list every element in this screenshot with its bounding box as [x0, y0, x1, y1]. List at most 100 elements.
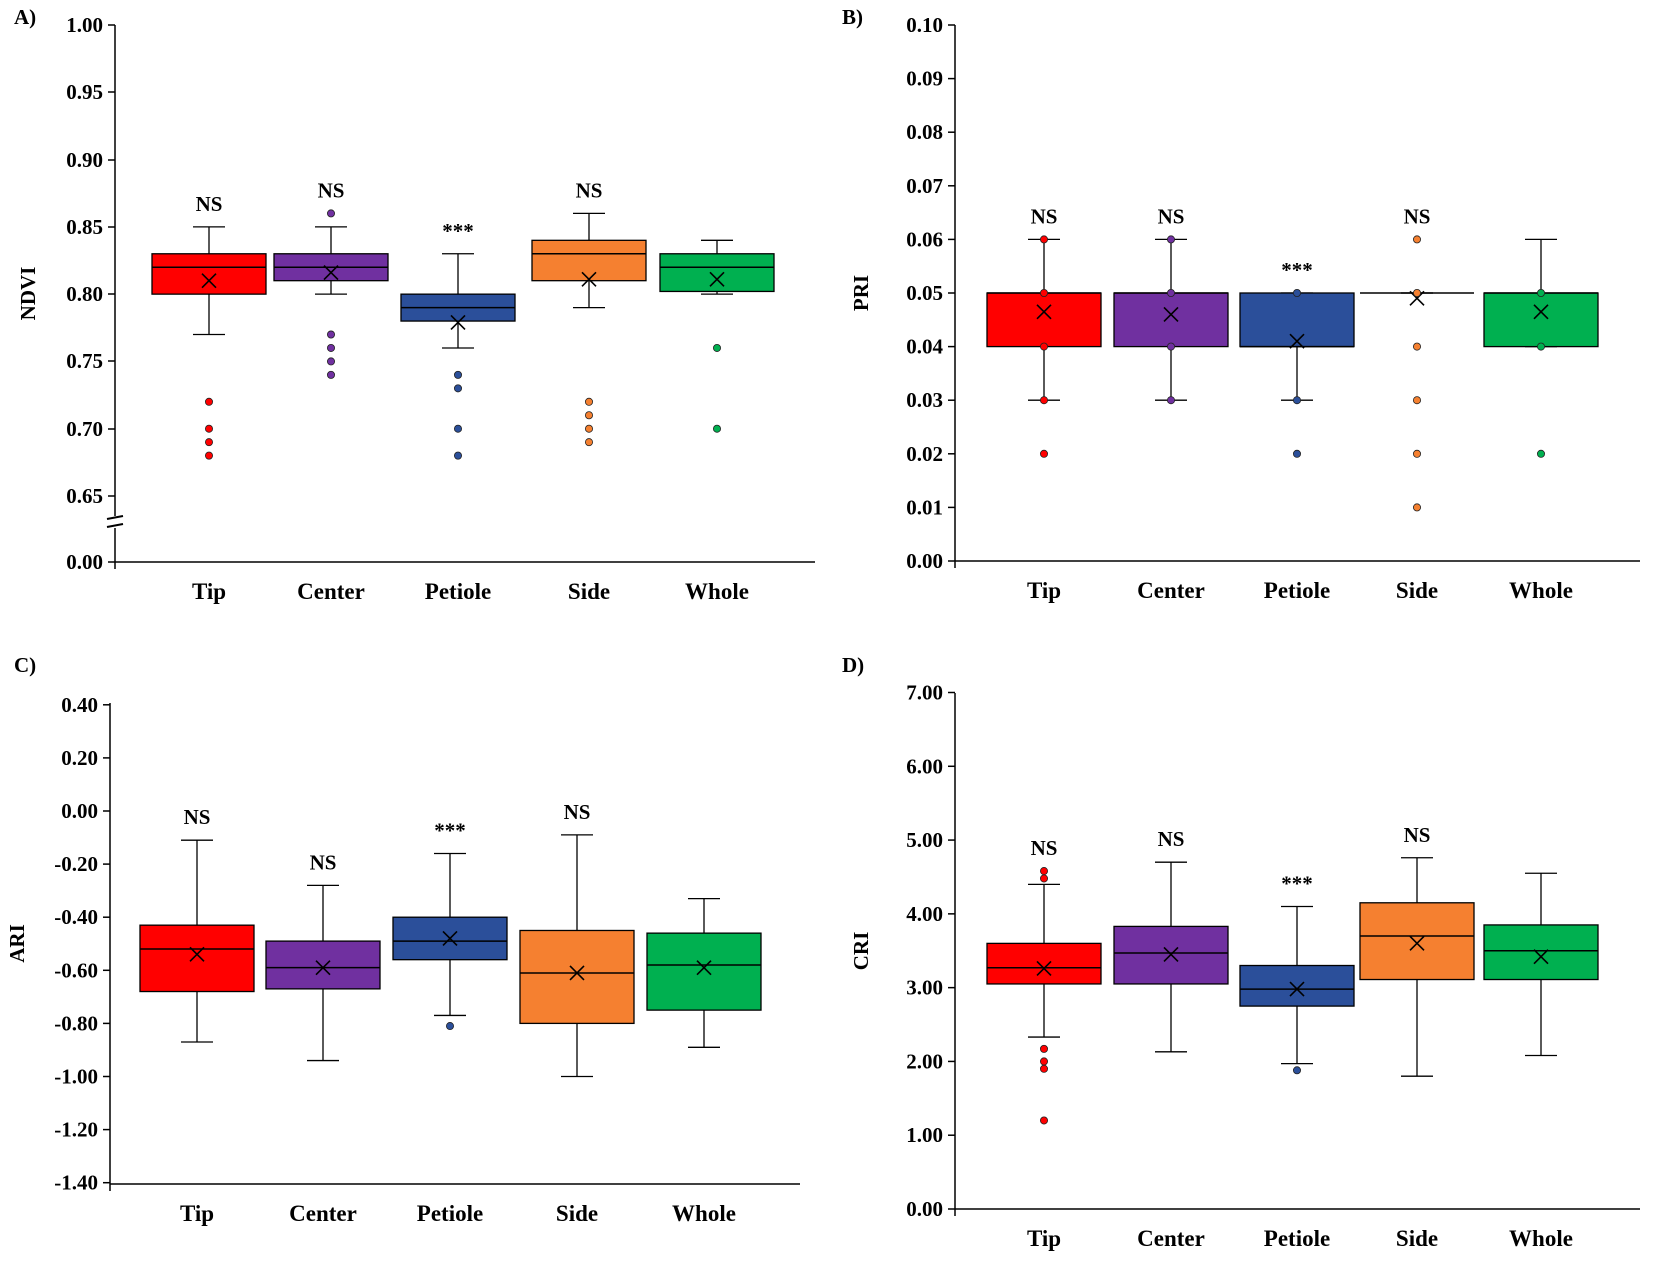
y-tick-label: 0.65 [66, 484, 103, 508]
outlier-point [1537, 449, 1546, 458]
outlier-point [713, 343, 722, 352]
panel-label: B) [842, 5, 863, 29]
box-iqr [1239, 964, 1355, 1007]
y-axis-title: PRI [849, 275, 873, 311]
outlier-point [326, 209, 335, 218]
x-category-label: Petiole [1264, 1226, 1330, 1251]
mean-marker [189, 946, 205, 962]
significance-label: NS [1404, 204, 1431, 228]
mean-marker [569, 965, 585, 981]
outlier-point [1040, 867, 1049, 876]
box-tip: NS [151, 192, 267, 460]
box-side: NS [1360, 204, 1474, 512]
x-category-label: Tip [192, 579, 226, 604]
panel-b: B) PRI 0.00 0.01 0.02 0.03 0.04 0.05 0.06 0.07 0.0… [842, 5, 1640, 603]
y-tick-label: 5.00 [906, 828, 943, 852]
outlier-point [1413, 503, 1422, 512]
y-tick-label: -0.80 [54, 1011, 98, 1035]
box-iqr [646, 932, 762, 1011]
outlier-point [1537, 288, 1546, 297]
outlier-point [585, 411, 594, 420]
y-tick-label: 6.00 [906, 754, 943, 778]
significance-label: NS [184, 805, 211, 829]
outlier-point [1413, 342, 1422, 351]
significance-label: *** [434, 818, 466, 842]
outlier-point [1293, 1066, 1302, 1075]
mean-marker [1289, 333, 1305, 349]
y-tick-label: 0.10 [906, 13, 943, 37]
mean-marker [696, 960, 712, 976]
outlier-point [453, 424, 462, 433]
outlier-point [204, 397, 213, 406]
panel-label: D) [842, 653, 864, 677]
y-tick-label: 4.00 [906, 902, 943, 926]
y-tick-label: -1.00 [54, 1065, 98, 1089]
outlier-point [1293, 396, 1302, 405]
mean-marker [1036, 304, 1052, 320]
y-tick-label: 0.80 [66, 282, 103, 306]
outlier-point [585, 424, 594, 433]
outlier-point [1537, 342, 1546, 351]
outlier-point [1040, 874, 1049, 883]
significance-label: *** [442, 219, 474, 243]
outlier-point [453, 370, 462, 379]
y-tick-label: 0.70 [66, 417, 103, 441]
significance-label: NS [1404, 823, 1431, 847]
y-tick-label: -0.20 [54, 852, 98, 876]
y-tick-label: 1.00 [66, 13, 103, 37]
y-tick-label: 0.40 [61, 693, 98, 717]
outlier-point [1413, 235, 1422, 244]
box-petiole: *** [1239, 258, 1355, 458]
outlier-point [204, 451, 213, 460]
box-tip: NS [986, 836, 1102, 1125]
y-tick-label: 0.90 [66, 148, 103, 172]
box-iqr [1113, 292, 1229, 348]
y-tick-label: 0.01 [906, 495, 943, 519]
x-category-label: Tip [1027, 1226, 1061, 1251]
mean-marker [1289, 981, 1305, 997]
mean-marker [1163, 306, 1179, 323]
mean-marker [1163, 946, 1179, 963]
box-petiole: *** [392, 818, 508, 1031]
y-axis-title: CRI [849, 932, 873, 971]
y-tick-label: 0.06 [906, 227, 943, 251]
y-tick-label: 0.00 [61, 799, 98, 823]
box-iqr [151, 253, 267, 295]
box-iqr [1239, 292, 1355, 348]
y-tick-label: 0.00 [66, 550, 103, 574]
outlier-point [1293, 449, 1302, 458]
outlier-point [1040, 235, 1049, 244]
x-category-label: Petiole [425, 579, 491, 604]
y-tick-label: -0.40 [54, 905, 98, 929]
outlier-point [1040, 1116, 1049, 1125]
x-category-label: Side [1396, 1226, 1438, 1251]
panel-a: A) NDVI 0.00 0.65 0.70 0.75 0.80 0.85 0.90 0.95 1.… [14, 5, 815, 604]
outlier-point [204, 424, 213, 433]
outlier-point [1413, 396, 1422, 405]
outlier-point [1167, 288, 1176, 297]
box-iqr [986, 942, 1102, 985]
outlier-point [445, 1022, 454, 1031]
outlier-point [326, 330, 335, 339]
significance-label: NS [1031, 204, 1058, 228]
significance-label: NS [564, 800, 591, 824]
x-category-label: Whole [672, 1201, 736, 1226]
significance-label: *** [1281, 871, 1313, 895]
y-tick-label: 1.00 [906, 1123, 943, 1147]
box-center: NS [1113, 204, 1229, 405]
mean-marker [1409, 290, 1425, 306]
y-tick-label: -1.20 [54, 1118, 98, 1142]
box-iqr [519, 929, 635, 1025]
box-tip: NS [139, 805, 255, 1043]
y-tick-label: 0.03 [906, 388, 943, 412]
outlier-point [326, 343, 335, 352]
outlier-point [1040, 342, 1049, 351]
box-iqr [1483, 292, 1599, 348]
outlier-point [1040, 1057, 1049, 1066]
outlier-point [1167, 396, 1176, 405]
box-iqr [986, 292, 1102, 348]
box-center: NS [1113, 827, 1229, 1053]
panel-label: A) [14, 5, 36, 29]
box-whole [659, 239, 775, 433]
box-iqr [1483, 924, 1599, 981]
